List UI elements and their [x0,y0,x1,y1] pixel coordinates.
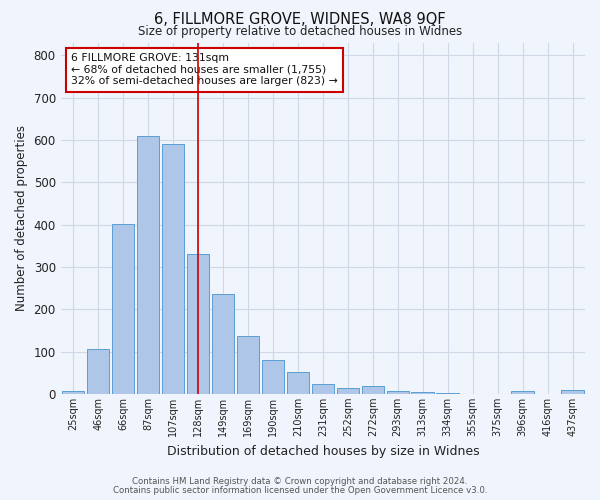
Bar [561,390,584,394]
Bar [287,372,309,394]
Text: Contains public sector information licensed under the Open Government Licence v3: Contains public sector information licen… [113,486,487,495]
Bar [187,254,209,394]
Bar [137,136,159,394]
Text: Contains HM Land Registry data © Crown copyright and database right 2024.: Contains HM Land Registry data © Crown c… [132,477,468,486]
Bar [87,348,109,394]
Bar [311,384,334,394]
Bar [212,294,234,394]
Bar [386,390,409,394]
Bar [412,392,434,394]
Text: 6, FILLMORE GROVE, WIDNES, WA8 9QF: 6, FILLMORE GROVE, WIDNES, WA8 9QF [154,12,446,28]
Bar [262,360,284,394]
Text: 6 FILLMORE GROVE: 131sqm
← 68% of detached houses are smaller (1,755)
32% of sem: 6 FILLMORE GROVE: 131sqm ← 68% of detach… [71,53,338,86]
Bar [62,391,85,394]
Bar [511,390,534,394]
Bar [112,224,134,394]
Bar [337,388,359,394]
Bar [236,336,259,394]
Y-axis label: Number of detached properties: Number of detached properties [15,125,28,311]
Bar [162,144,184,394]
Bar [362,386,384,394]
X-axis label: Distribution of detached houses by size in Widnes: Distribution of detached houses by size … [167,444,479,458]
Text: Size of property relative to detached houses in Widnes: Size of property relative to detached ho… [138,25,462,38]
